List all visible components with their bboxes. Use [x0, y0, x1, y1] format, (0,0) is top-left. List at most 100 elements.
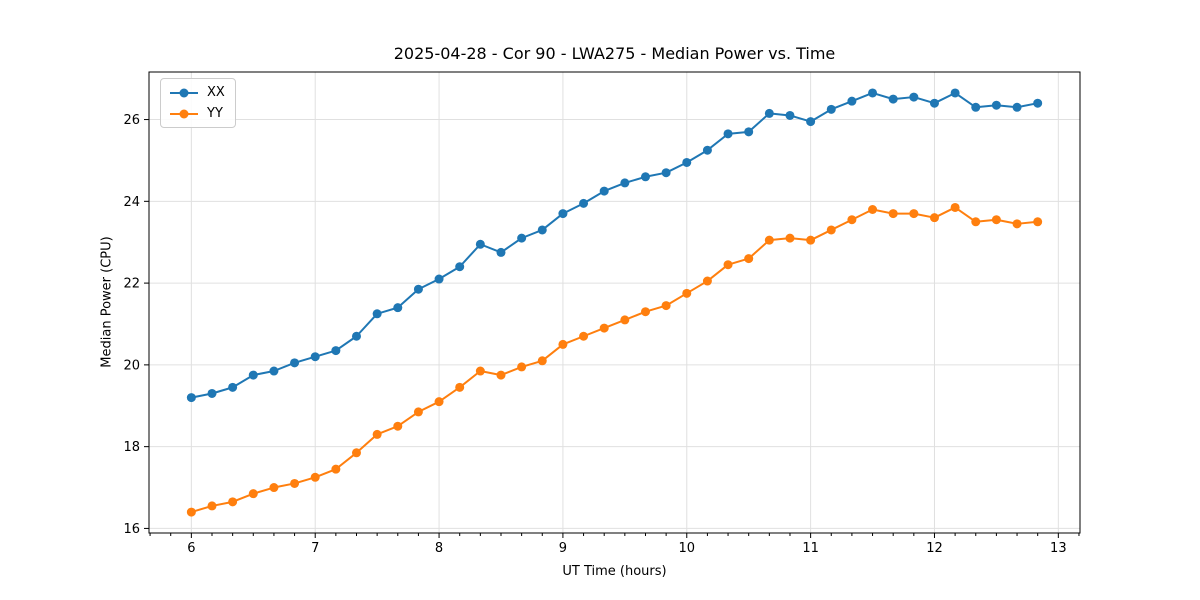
- y-tick-label: 26: [123, 113, 140, 128]
- data-point-yy: [537, 356, 547, 366]
- data-point-xx: [1012, 102, 1022, 112]
- data-point-xx: [682, 157, 692, 167]
- data-point-yy: [558, 339, 568, 349]
- data-point-xx: [826, 104, 836, 114]
- data-point-yy: [455, 382, 465, 392]
- data-point-xx: [888, 94, 898, 104]
- data-point-yy: [310, 472, 320, 482]
- x-axis-label: UT Time (hours): [562, 564, 667, 579]
- data-point-yy: [228, 497, 238, 507]
- data-point-yy: [620, 315, 630, 325]
- data-point-xx: [909, 92, 919, 102]
- data-point-yy: [186, 507, 196, 517]
- legend-item-xx: XX: [169, 83, 225, 102]
- legend-label-xx: XX: [207, 85, 225, 100]
- data-point-xx: [868, 88, 878, 98]
- data-point-xx: [228, 382, 238, 392]
- data-point-xx: [496, 247, 506, 257]
- y-tick-label: 16: [123, 522, 140, 537]
- data-point-yy: [723, 260, 733, 270]
- data-point-yy: [269, 483, 279, 493]
- x-tick-label: 13: [1050, 541, 1067, 556]
- x-tick-label: 10: [678, 541, 695, 556]
- data-point-xx: [579, 198, 589, 208]
- data-point-xx: [847, 96, 857, 106]
- data-point-xx: [455, 262, 465, 272]
- data-point-yy: [702, 276, 712, 286]
- data-point-yy: [290, 478, 300, 488]
- data-point-xx: [331, 346, 341, 356]
- legend-line-marker-icon: [170, 109, 198, 118]
- y-axis-label: Median Power (CPU): [99, 236, 115, 368]
- data-point-yy: [517, 362, 527, 372]
- data-point-xx: [929, 98, 939, 108]
- data-point-xx: [310, 352, 320, 362]
- data-point-yy: [579, 331, 589, 341]
- data-point-xx: [537, 225, 547, 235]
- data-point-yy: [248, 489, 258, 499]
- legend-label-yy: YY: [207, 106, 223, 121]
- data-point-yy: [847, 215, 857, 225]
- data-point-yy: [929, 213, 939, 223]
- y-tick-label: 24: [123, 195, 140, 210]
- data-point-yy: [682, 288, 692, 298]
- data-point-xx: [269, 366, 279, 376]
- data-point-yy: [207, 501, 217, 511]
- data-point-xx: [517, 233, 527, 243]
- data-point-xx: [744, 127, 754, 137]
- data-point-yy: [1033, 217, 1043, 227]
- data-point-yy: [950, 202, 960, 212]
- legend: XX YY: [160, 78, 236, 128]
- data-point-yy: [785, 233, 795, 243]
- data-point-yy: [413, 407, 423, 417]
- data-point-yy: [888, 209, 898, 219]
- data-point-yy: [661, 301, 671, 311]
- data-point-yy: [475, 366, 485, 376]
- chart-title: 2025-04-28 - Cor 90 - LWA275 - Median Po…: [393, 44, 836, 63]
- data-point-yy: [868, 205, 878, 215]
- data-point-yy: [331, 464, 341, 474]
- data-point-yy: [496, 370, 506, 380]
- data-point-yy: [971, 217, 981, 227]
- x-tick-label: 8: [435, 541, 443, 556]
- data-point-xx: [372, 309, 382, 319]
- data-point-xx: [475, 239, 485, 249]
- data-point-xx: [351, 331, 361, 341]
- data-point-xx: [248, 370, 258, 380]
- data-point-yy: [806, 235, 816, 245]
- data-point-xx: [434, 274, 444, 284]
- x-tick-label: 12: [926, 541, 943, 556]
- x-tick-label: 6: [187, 541, 195, 556]
- data-point-xx: [599, 186, 609, 196]
- legend-line-marker-icon: [170, 88, 198, 97]
- data-point-xx: [785, 110, 795, 120]
- data-point-xx: [558, 209, 568, 219]
- data-point-yy: [826, 225, 836, 235]
- data-point-xx: [393, 303, 403, 313]
- data-point-xx: [806, 117, 816, 127]
- data-point-xx: [661, 168, 671, 178]
- data-point-xx: [413, 284, 423, 294]
- y-tick-label: 18: [123, 440, 140, 455]
- data-point-xx: [640, 172, 650, 182]
- x-tick-label: 11: [802, 541, 819, 556]
- data-point-xx: [207, 388, 217, 398]
- data-point-xx: [1033, 98, 1043, 108]
- data-point-yy: [991, 215, 1001, 225]
- data-point-yy: [599, 323, 609, 333]
- y-tick-label: 20: [123, 358, 140, 373]
- data-point-xx: [620, 178, 630, 188]
- axes-frame: [148, 71, 1081, 534]
- data-point-yy: [640, 307, 650, 317]
- data-point-xx: [950, 88, 960, 98]
- legend-item-yy: YY: [169, 104, 225, 123]
- data-point-yy: [393, 421, 403, 431]
- data-point-xx: [723, 129, 733, 139]
- data-point-xx: [971, 102, 981, 112]
- data-point-xx: [764, 108, 774, 118]
- series-line-xx: [190, 91, 1039, 399]
- y-tick-label: 22: [123, 277, 140, 292]
- data-point-xx: [186, 393, 196, 403]
